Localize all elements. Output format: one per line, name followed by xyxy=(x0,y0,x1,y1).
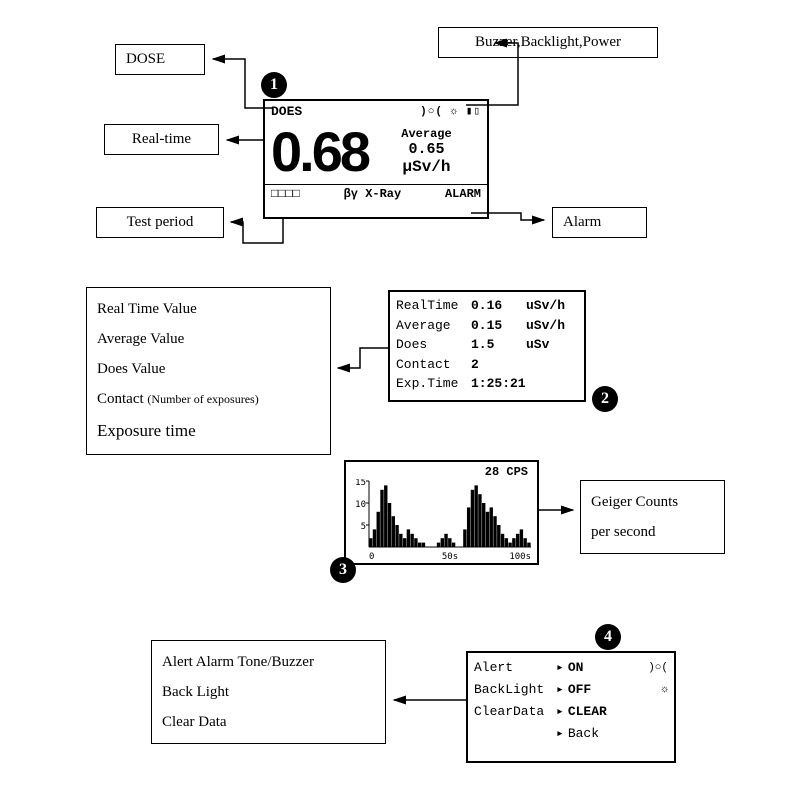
svg-text:100s: 100s xyxy=(509,552,531,561)
screen-3: 28 CPS 15 10 5 0 50s 100s xyxy=(344,460,539,565)
svg-text:0: 0 xyxy=(369,552,374,561)
geiger-label: Geiger Counts per second xyxy=(580,480,725,554)
svg-text:5: 5 xyxy=(361,522,366,532)
badge-2: 2 xyxy=(592,386,618,412)
s1-reading: 0.68 xyxy=(271,119,368,184)
s2d-l5: Exposure time xyxy=(97,414,320,448)
badge-3: 3 xyxy=(330,557,356,583)
s3-cps: 28 CPS xyxy=(349,465,534,479)
realtime-label: Real-time xyxy=(104,124,219,155)
svg-text:50s: 50s xyxy=(442,552,458,561)
s1-unit: µSv/h xyxy=(372,158,481,176)
dose-label: DOSE xyxy=(115,44,205,75)
s1-bc: βγ X-Ray xyxy=(344,187,402,201)
alarm-label: Alarm xyxy=(552,207,647,238)
s2d-l3: Does Value xyxy=(97,354,320,384)
screen2-description: Real Time Value Average Value Does Value… xyxy=(86,287,331,455)
s2d-l1: Real Time Value xyxy=(97,294,320,324)
cps-chart: 15 10 5 0 50s 100s xyxy=(349,479,535,561)
svg-text:15: 15 xyxy=(355,479,366,488)
s1-status-icons: )○( ☼ ▮▯ xyxy=(420,104,481,119)
svg-text:10: 10 xyxy=(355,500,366,510)
s1-br: ALARM xyxy=(445,187,481,201)
screen-1: DOES )○( ☼ ▮▯ 0.68 Average 0.65 µSv/h □□… xyxy=(263,99,489,219)
buzzer-label: Buzzer,Backlight,Power xyxy=(438,27,658,58)
s1-bl: □□□□ xyxy=(271,187,300,201)
testperiod-label: Test period xyxy=(96,207,224,238)
screen-2: RealTime0.16uSv/h Average0.15uSv/h Does1… xyxy=(388,290,586,402)
s2d-l2: Average Value xyxy=(97,324,320,354)
screen4-description: Alert Alarm Tone/Buzzer Back Light Clear… xyxy=(151,640,386,744)
badge-4: 4 xyxy=(595,624,621,650)
s1-avg-value: 0.65 xyxy=(372,141,481,158)
s4d-l1: Alert Alarm Tone/Buzzer xyxy=(162,647,375,677)
s4d-l2: Back Light xyxy=(162,677,375,707)
s4d-l3: Clear Data xyxy=(162,707,375,737)
s1-avg-label: Average xyxy=(372,127,481,141)
s1-title: DOES xyxy=(271,104,302,119)
screen-4: Alert▸ON)○( BackLight▸OFF☼ ClearData▸CLE… xyxy=(466,651,676,763)
badge-1: 1 xyxy=(261,72,287,98)
s2d-l4: Contact (Number of exposures) xyxy=(97,384,320,414)
